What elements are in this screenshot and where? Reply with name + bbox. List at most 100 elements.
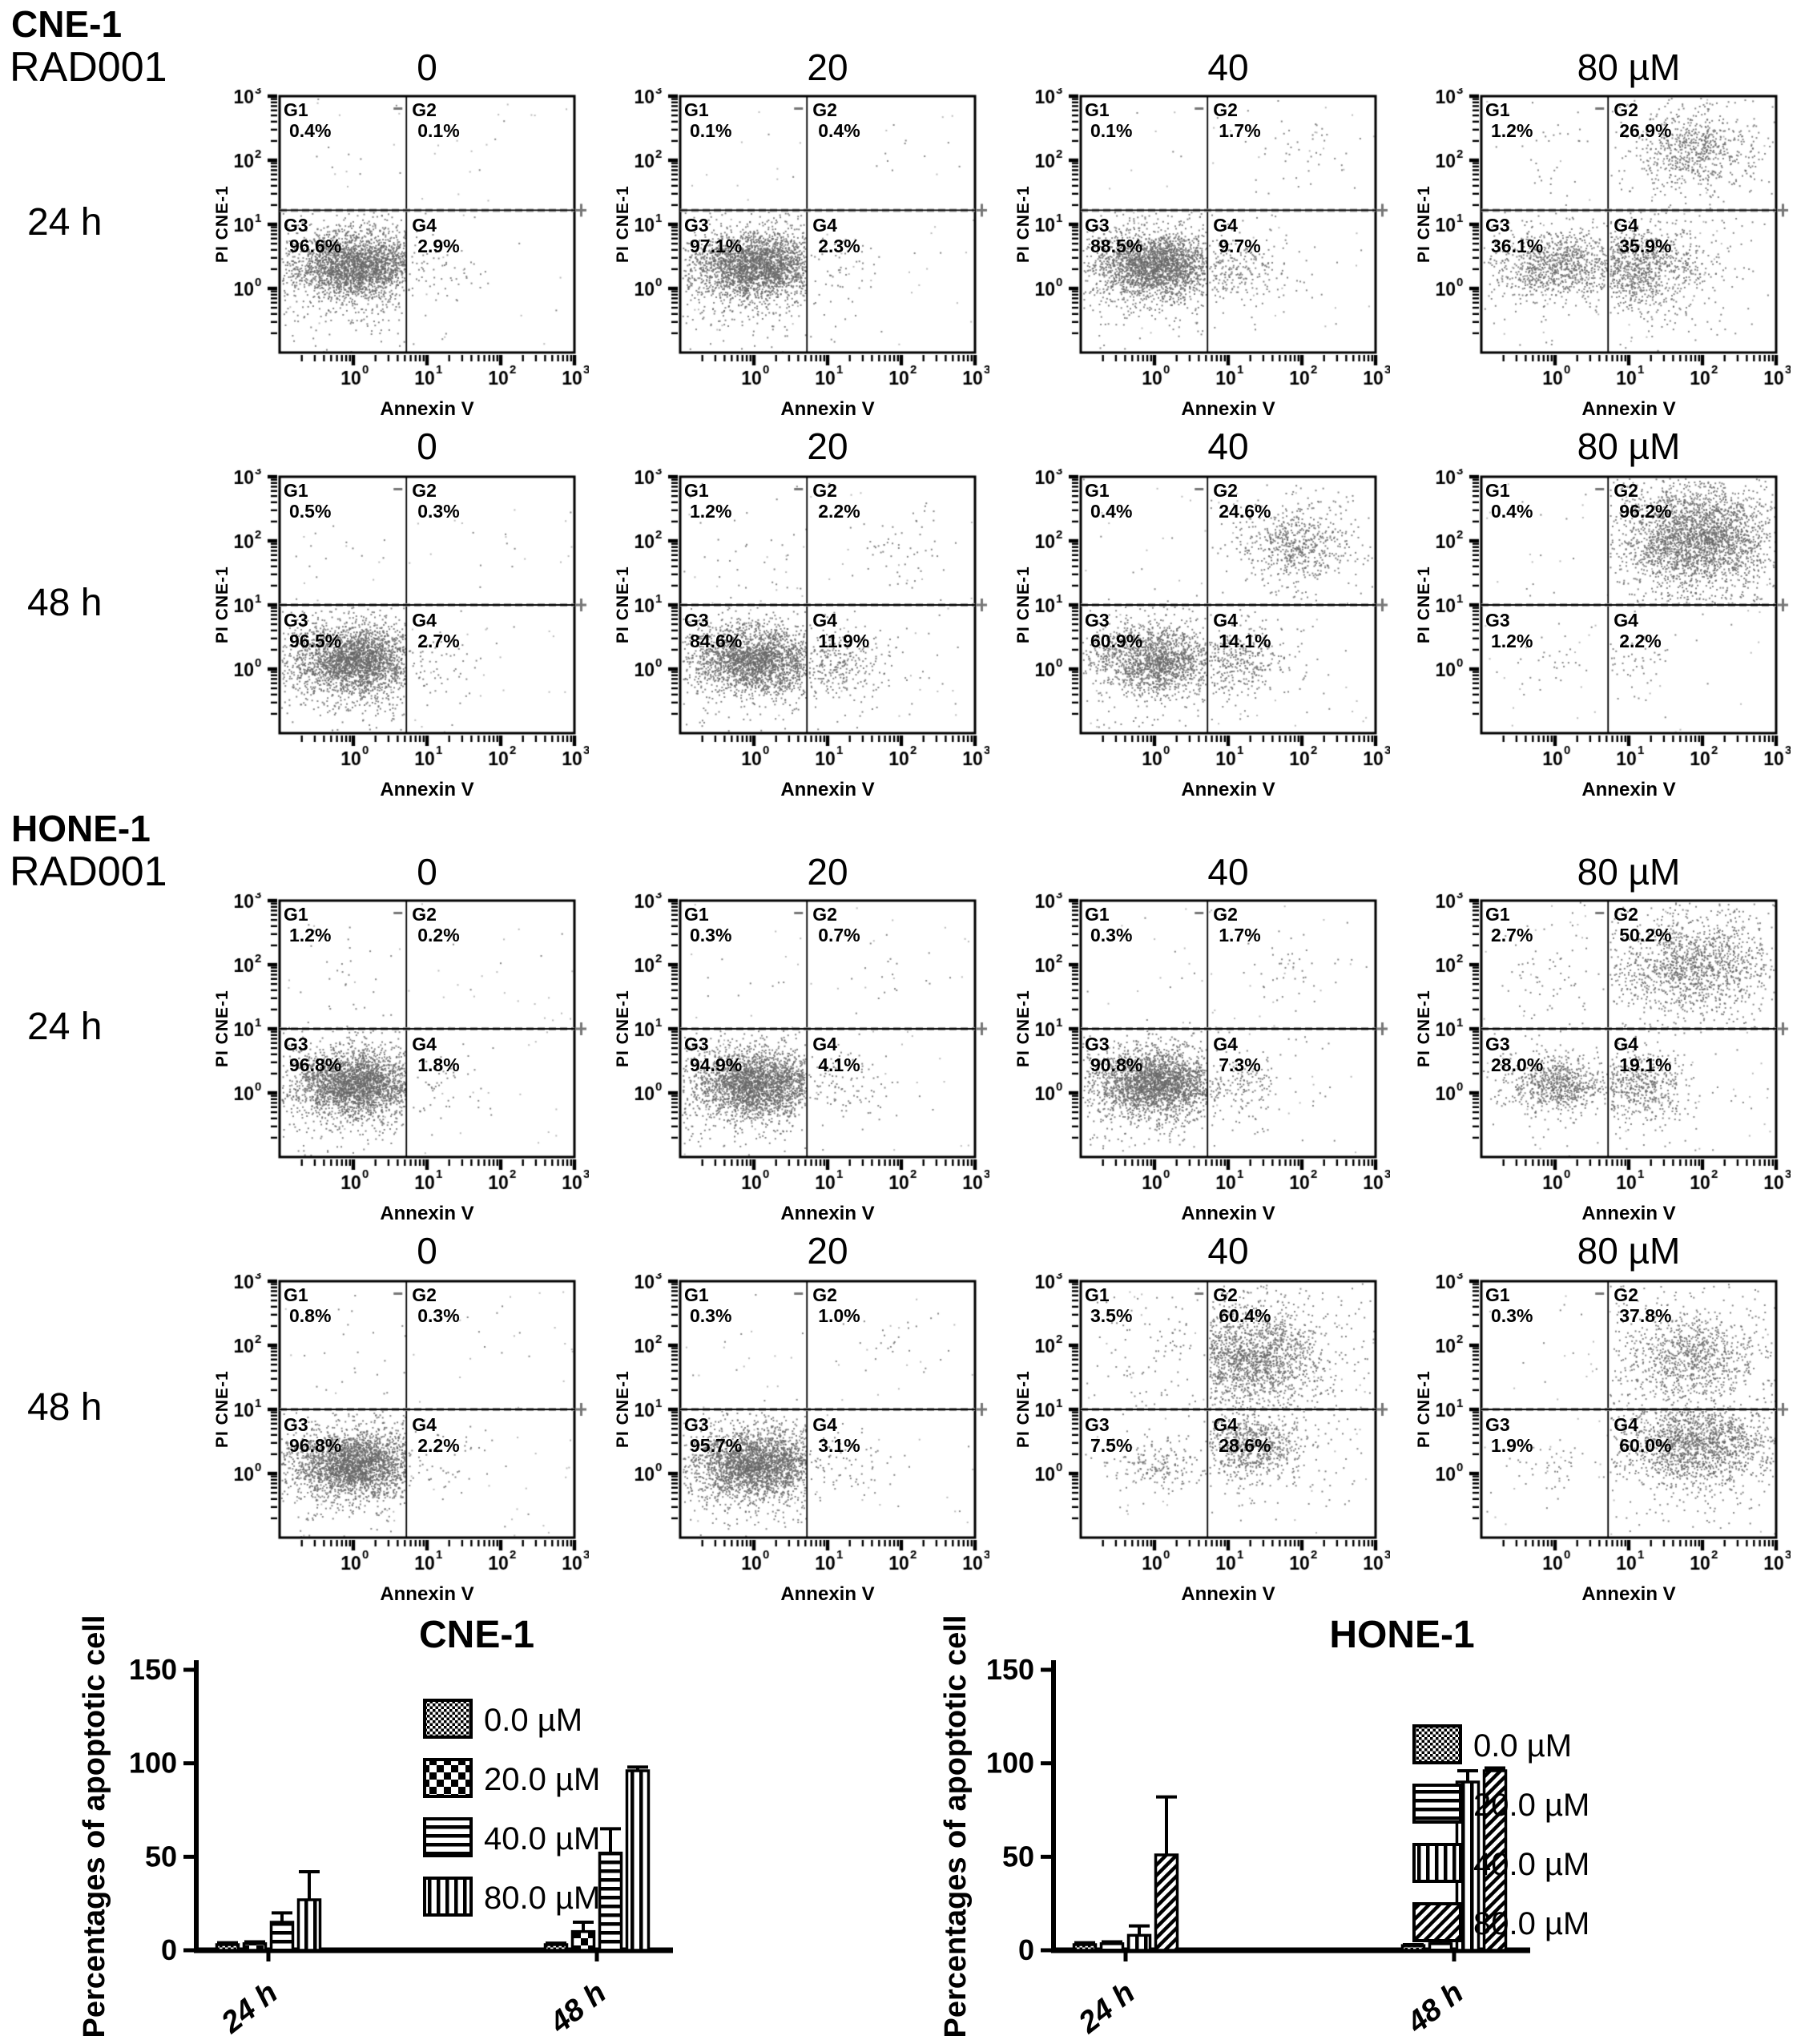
y-tick-label: 150 [129,1653,177,1686]
quadrant-percentage: 88.5% [1090,236,1143,257]
panel-cell: G1 0.5% G2 0.3% G3 96.5% G4 2.7% PI CNE-1 Annexin… [200,469,601,804]
legend-swatch [423,1758,473,1798]
concentration-header-row: 0 20 40 80 µM [0,424,1817,469]
quadrant-name: G3 [1085,1034,1110,1054]
quadrant-name: G1 [684,480,709,501]
flow-panel: G1 0.1% G2 1.7% G3 88.5% G4 9.7% PI CNE-1 Annexin… [1013,88,1390,421]
panel-cell: G1 3.5% G2 60.4% G3 7.5% G4 28.6% PI CNE-1 Annexi… [1001,1273,1402,1609]
time-label: 24 h [27,1006,103,1048]
y-tick-label: 50 [1002,1840,1034,1873]
quadrant-g1-label: G1 1.2% [284,904,331,946]
x-axis-label: Annexin V [1181,398,1275,420]
quadrant-percentage: 96.5% [289,630,342,651]
concentration-cell: 20 [601,850,1001,893]
quadrant-g4-label: G4 3.1% [812,1414,860,1457]
quadrant-name: G2 [1614,904,1638,925]
quadrant-name: G2 [1614,480,1638,501]
quadrant-name: G4 [1213,1034,1238,1054]
quadrant-name: G4 [1614,1414,1638,1435]
quadrant-g1-label: G1 0.4% [1085,480,1132,522]
quadrant-name: G3 [284,215,308,236]
quadrant-g1-label: G1 3.5% [1085,1284,1132,1327]
quadrant-name: G3 [1485,610,1510,631]
quadrant-name: G1 [1085,480,1110,501]
quadrant-percentage: 2.3% [818,236,860,257]
concentration-label: 40 [1207,1230,1249,1272]
concentration-cell: 20 [601,46,1001,89]
y-tick-label: 100 [986,1747,1034,1780]
quadrant-g1-label: G1 0.3% [1485,1284,1533,1327]
section-cne-1: CNE-1 RAD001 0 20 40 80 µM 24 h G1 0.4% G2 0.1% G3 9… [0,0,1817,804]
quadrant-g1-label: G1 1.2% [1485,99,1533,142]
quadrant-percentage: 0.8% [289,1304,332,1326]
concentration-label: 20 [807,425,848,467]
bar-80.0µM [1482,1769,1508,1952]
quadrant-percentage: 1.0% [818,1304,860,1326]
bar-20.0µM [1099,1942,1125,1952]
concentration-label: 20 [807,851,848,893]
quadrant-name: G4 [1614,215,1638,236]
y-tick-label: 0 [1018,1933,1034,1966]
quadrant-g4-label: G4 9.7% [1213,216,1260,257]
quadrant-percentage: 0.4% [289,119,332,141]
concentration-cell: 0 [200,425,601,468]
panel-cell: G1 0.3% G2 37.8% G3 1.9% G4 60.0% PI CNE-1 Annexi… [1402,1273,1803,1609]
quadrant-name: G3 [1485,215,1510,236]
scatter-canvas [212,1273,589,1606]
quadrant-percentage: 1.7% [1219,924,1261,945]
y-axis-label: PI CNE-1 [1415,1370,1433,1449]
quadrant-name: G2 [1614,99,1638,120]
concentration-header-row: RAD001 0 20 40 80 µM [0,43,1817,91]
scatter-canvas [613,88,989,421]
quadrant-g1-label: G1 1.2% [684,480,731,522]
quadrant-percentage: 0.3% [690,924,732,945]
quadrant-percentage: 28.0% [1491,1054,1544,1075]
quadrant-g2-label: G2 26.9% [1614,99,1671,142]
quadrant-percentage: 0.1% [417,119,460,141]
quadrant-percentage: 1.2% [1491,119,1533,141]
quadrant-name: G4 [1213,1414,1238,1435]
plot-row: 48 h G1 0.8% G2 0.3% G3 96.8% G4 2.2% PI CNE-1 Ann… [0,1273,1817,1609]
y-axis-label: PI CNE-1 [213,566,232,644]
concentration-label: 40 [1207,46,1249,88]
quadrant-g1-label: G1 0.3% [1085,904,1132,946]
quadrant-percentage: 60.4% [1219,1304,1271,1326]
plot-row: 24 h G1 0.4% G2 0.1% G3 96.6% G4 2.9% PI CNE-1 Ann… [0,88,1817,424]
quadrant-g3-label: G3 96.5% [284,610,342,652]
quadrant-percentage: 0.1% [690,119,732,141]
header-left-cell: RAD001 [0,848,200,896]
legend-swatch [1412,1843,1462,1883]
concentration-label: 0 [417,425,437,467]
quadrant-g4-label: G4 2.9% [412,216,459,257]
concentration-cell: 40 [1001,46,1402,89]
quadrant-name: G3 [1085,610,1110,631]
chart-title: HONE-1 [1329,1614,1474,1656]
quadrant-percentage: 9.7% [1219,236,1261,257]
concentration-label: 20 [807,46,848,88]
quadrant-percentage: 2.2% [417,1434,460,1456]
quadrant-name: G1 [684,1284,709,1305]
quadrant-percentage: 0.3% [417,1304,460,1326]
y-axis-label: PI CNE-1 [614,566,632,644]
y-tick-label: 0 [161,1933,177,1966]
quadrant-percentage: 96.8% [289,1054,342,1075]
concentration-label: 20 [807,1230,848,1272]
quadrant-name: G4 [812,215,837,236]
quadrant-name: G3 [1485,1034,1510,1054]
charts-row: CNE-1 Percentages of apoptotic cells 0 50 10… [0,1614,1817,2044]
quadrant-name: G1 [284,480,308,501]
flow-panel: G1 0.5% G2 0.3% G3 96.5% G4 2.7% PI CNE-1 Annexin… [212,469,589,801]
flow-panel: G1 0.3% G2 37.8% G3 1.9% G4 60.0% PI CNE-1 Annexi… [1414,1273,1791,1606]
quadrant-g1-label: G1 0.8% [284,1284,332,1327]
quadrant-g2-label: G2 0.3% [412,1284,460,1327]
y-axis-label: PI CNE-1 [213,1370,232,1449]
quadrant-g3-label: G3 7.5% [1085,1414,1132,1457]
panel-cell: G1 1.2% G2 2.2% G3 84.6% G4 11.9% PI CNE-1 Annexi… [601,469,1001,804]
quadrant-g1-label: G1 0.1% [1085,99,1132,142]
quadrant-percentage: 19.1% [1619,1054,1672,1075]
quadrant-percentage: 11.9% [818,630,870,651]
x-axis-label: Annexin V [1181,1203,1275,1224]
flow-panel: G1 0.1% G2 0.4% G3 97.1% G4 2.3% PI CNE-1 Annexin… [613,88,989,421]
bar-0.0µM [215,1943,240,1952]
quadrant-name: G1 [284,1284,308,1305]
